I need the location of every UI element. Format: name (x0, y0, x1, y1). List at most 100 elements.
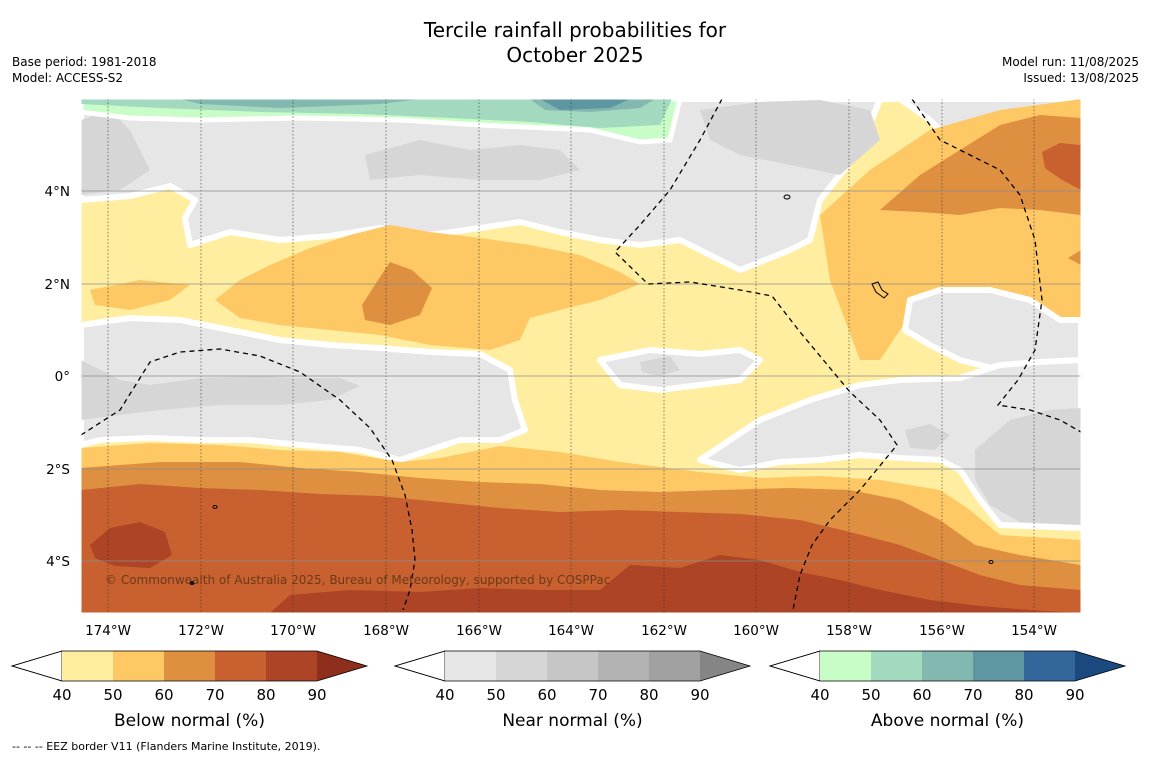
colorbar-low-extension (393, 650, 446, 682)
island-4 (189, 581, 195, 585)
colorbar-segment (547, 651, 598, 681)
island-1 (783, 194, 791, 200)
colorbar-title: Below normal (%) (114, 711, 265, 731)
island-2 (871, 281, 889, 299)
field-below-60-central (362, 262, 432, 325)
colorbar-tick-label: 90 (307, 686, 326, 704)
plot-frame (80, 98, 1082, 614)
colorbar-segment (113, 651, 164, 681)
base-period-text: Base period: 1981-2018 (12, 55, 157, 69)
map-title: Tercile rainfall probabilities for Octob… (0, 18, 1150, 68)
colorbar-outline (393, 650, 752, 682)
field-near-east-2-dark2 (905, 424, 950, 450)
colorbar-tick-label: 60 (537, 686, 556, 704)
field-above-50 (81, 99, 672, 128)
islands (189, 194, 994, 585)
parallel-gridlines (81, 190, 1081, 562)
colorbar-segment (445, 651, 496, 681)
eez-legend-note: -- -- -- EEZ border V11 (Flanders Marine… (12, 740, 320, 753)
field-near-north-dark (365, 140, 580, 180)
eez-border-east (911, 98, 1082, 433)
colorbar-segment (164, 651, 215, 681)
lat-tick-labels: 4°N 2°N 0° 2°S 4°S (45, 184, 70, 570)
colorbar-segment (871, 651, 922, 681)
lon-tick-label: 164°W (548, 623, 594, 639)
lat-tick-label: 4°N (45, 184, 70, 200)
colorbar-high-extension (317, 651, 367, 681)
meta-left: Base period: 1981-2018 Model: ACCESS-S2 (12, 54, 157, 86)
colorbar-segment (922, 651, 973, 681)
colorbar-segment (820, 651, 871, 681)
field-below-80-south-2 (270, 555, 1081, 613)
colorbar-tick-label: 90 (690, 686, 709, 704)
lon-tick-labels: 174°W 172°W 170°W 168°W 166°W 164°W 162°… (85, 623, 1057, 639)
colorbars: 40 50 60 70 80 90 Below normal (%) 40 50 60 70 80 90… (10, 650, 1127, 731)
lon-tick-label: 168°W (363, 623, 409, 639)
model-text: Model: ACCESS-S2 (12, 71, 124, 85)
colorbar-tick-label: 80 (256, 686, 275, 704)
colorbar-high-extension (1075, 651, 1125, 681)
field-below-60-east (880, 115, 1081, 215)
lat-tick-label: 2°N (45, 277, 70, 293)
field-near-north-dark2 (700, 100, 880, 175)
colorbar-tick-label: 50 (861, 686, 880, 704)
lat-tick-label: 4°S (46, 554, 70, 570)
field-near-east-2-dark (975, 408, 1081, 525)
lon-tick-label: 160°W (733, 623, 779, 639)
colorbar-tick-label: 80 (639, 686, 658, 704)
field-below-50-central (90, 280, 190, 310)
colorbar-outline (768, 650, 1127, 682)
colorbar-segment (598, 651, 649, 681)
lon-tick-label: 156°W (919, 623, 965, 639)
colorbar-tick-label: 70 (588, 686, 607, 704)
island-5 (988, 560, 994, 564)
colorbar-high-extension (700, 651, 750, 681)
colorbar-title: Above normal (%) (871, 711, 1024, 731)
colorbar-tick-label: 50 (103, 686, 122, 704)
field-near-central-dark (81, 360, 360, 420)
colorbar-tick-label: 40 (435, 686, 454, 704)
colorbar-near: 40 50 60 70 80 90 Near normal (%) (393, 650, 752, 731)
lon-tick-label: 170°W (270, 623, 316, 639)
copyright-text: © Commonwealth of Australia 2025, Bureau… (105, 573, 610, 587)
field-near-mid-dark (640, 356, 680, 376)
lon-tick-label: 172°W (178, 623, 224, 639)
colorbar-segment (215, 651, 266, 681)
colorbar-tick-label: 80 (1014, 686, 1033, 704)
eez-borders (80, 98, 1082, 611)
field-below-80-south-1 (90, 522, 172, 568)
lat-tick-label: 2°S (46, 462, 70, 478)
field-near-east-1 (902, 287, 1081, 373)
colorbar-below: 40 50 60 70 80 90 Below normal (%) (10, 650, 369, 731)
field-above-60 (180, 99, 420, 108)
lon-tick-label: 174°W (85, 623, 131, 639)
meridian-gridlines (107, 99, 1035, 613)
colorbar-tick-label: 70 (963, 686, 982, 704)
colorbar-title: Near normal (%) (502, 711, 642, 731)
lon-tick-label: 158°W (826, 623, 872, 639)
map-title-line2: October 2025 (506, 43, 644, 67)
island-3 (212, 505, 218, 509)
eez-border-west (80, 348, 416, 611)
issued-text: Issued: 13/08/2025 (1023, 71, 1139, 85)
colorbar-segment (649, 651, 700, 681)
colorbar-above: 40 50 60 70 80 90 Above normal (%) (768, 650, 1127, 731)
map-title-line1: Tercile rainfall probabilities for (423, 18, 727, 42)
colorbar-tick-label: 60 (154, 686, 173, 704)
colorbar-segment (973, 651, 1024, 681)
colorbar-tick-label: 40 (52, 686, 71, 704)
lat-tick-label: 0° (55, 369, 70, 385)
lon-tick-label: 154°W (1011, 623, 1057, 639)
probability-field (81, 99, 1081, 613)
lon-tick-label: 166°W (456, 623, 502, 639)
colorbar-segment (266, 651, 317, 681)
colorbar-tick-label: 60 (912, 686, 931, 704)
colorbar-tick-label: 90 (1065, 686, 1084, 704)
field-near-north-dark3 (81, 110, 150, 195)
model-run-text: Model run: 11/08/2025 (1001, 55, 1139, 69)
colorbar-tick-label: 40 (810, 686, 829, 704)
lon-tick-label: 162°W (641, 623, 687, 639)
field-below-60-east-edge (1068, 250, 1081, 265)
colorbar-tick-label: 70 (205, 686, 224, 704)
